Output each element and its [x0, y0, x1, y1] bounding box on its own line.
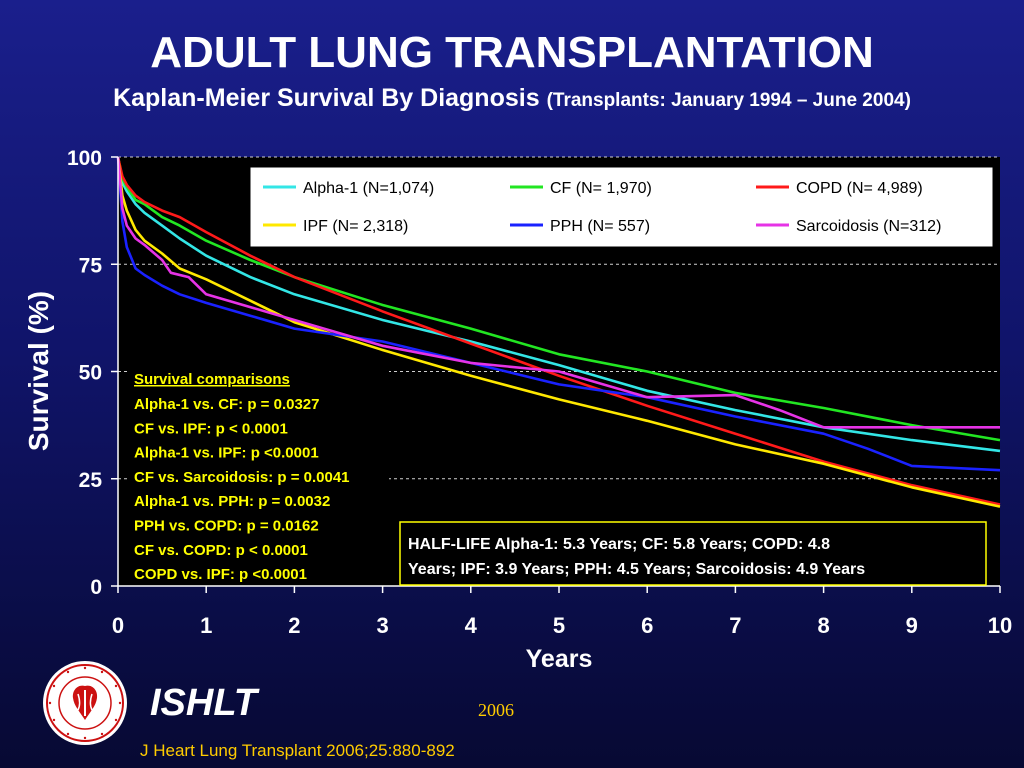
comparison-line-7: CF vs. COPD: p < 0.0001 [134, 542, 308, 559]
comparisons-box: Survival comparisons Alpha-1 vs. CF: p =… [127, 367, 389, 583]
y-tick-label-50: 50 [79, 362, 102, 385]
series-line-1 [116, 156, 1001, 453]
series-line-3 [116, 156, 1001, 506]
subtitle-note: (Transplants: January 1994 – June 2004) [546, 90, 911, 111]
x-tick-label-1: 1 [200, 613, 212, 638]
x-tick-label-10: 10 [988, 613, 1012, 638]
comparison-line-6: PPH vs. COPD: p = 0.0162 [134, 518, 319, 535]
x-tick-label-2: 2 [288, 613, 300, 638]
x-tick-label-5: 5 [553, 613, 565, 638]
comparison-line-2: CF vs. IPF: p < 0.0001 [134, 420, 288, 437]
half-life-box: HALF-LIFE Alpha-1: 5.3 Years; CF: 5.8 Ye… [399, 521, 987, 586]
comparisons-heading: Survival comparisons [134, 371, 290, 388]
legend-label-5: PPH (N= 557) [550, 218, 650, 235]
organization-label: ISHLT [150, 682, 257, 724]
ishlt-seal-icon [43, 661, 127, 745]
page-title: ADULT LUNG TRANSPLANTATION [150, 28, 874, 77]
series-line-5 [116, 156, 1001, 472]
comparison-line-4: CF vs. Sarcoidosis: p = 0.0041 [134, 469, 350, 486]
x-tick-label-7: 7 [729, 613, 741, 638]
year-label: 2006 [478, 700, 514, 720]
subtitle-main: Kaplan-Meier Survival By Diagnosis [113, 84, 540, 112]
series-line-4 [116, 156, 1001, 508]
legend-label-1: Alpha-1 (N=1,074) [303, 180, 434, 197]
comparison-line-1: Alpha-1 vs. CF: p = 0.0327 [134, 396, 320, 413]
comparison-line-8: COPD vs. IPF: p <0.0001 [134, 566, 307, 583]
series-lines [116, 156, 1001, 508]
legend: Alpha-1 (N=1,074) CF (N= 1,970) COPD (N= 4… [249, 166, 994, 248]
x-tick-label-3: 3 [376, 613, 388, 638]
legend-box [249, 166, 994, 248]
legend-label-6: Sarcoidosis (N=312) [796, 218, 941, 235]
x-tick-label-4: 4 [465, 613, 478, 638]
comparison-line-5: Alpha-1 vs. PPH: p = 0.0032 [134, 493, 330, 510]
half-life-line-2: Years; IPF: 3.9 Years; PPH: 4.5 Years; S… [408, 561, 865, 578]
y-tick-label-75: 75 [79, 254, 103, 277]
legend-label-4: IPF (N= 2,318) [303, 218, 408, 235]
y-axis-label: Survival (%) [23, 291, 54, 451]
legend-label-2: CF (N= 1,970) [550, 180, 652, 197]
series-line-6 [116, 156, 1000, 429]
legend-label-3: COPD (N= 4,989) [796, 180, 923, 197]
half-life-line-1: HALF-LIFE Alpha-1: 5.3 Years; CF: 5.8 Ye… [408, 536, 830, 553]
series-line-2 [116, 156, 1001, 442]
y-tick-label-100: 100 [67, 147, 102, 170]
x-tick-label-6: 6 [641, 613, 653, 638]
comparison-line-3: Alpha-1 vs. IPF: p <0.0001 [134, 445, 319, 462]
y-tick-label-25: 25 [79, 469, 103, 492]
x-tick-label-8: 8 [817, 613, 829, 638]
page-subtitle: Kaplan-Meier Survival By Diagnosis (Tran… [0, 84, 1024, 113]
citation: J Heart Lung Transplant 2006;25:880-892 [140, 741, 455, 760]
x-tick-label-0: 0 [112, 613, 124, 638]
y-tick-label-0: 0 [90, 576, 102, 599]
x-axis-label: Years [526, 645, 593, 673]
x-tick-label-9: 9 [906, 613, 918, 638]
